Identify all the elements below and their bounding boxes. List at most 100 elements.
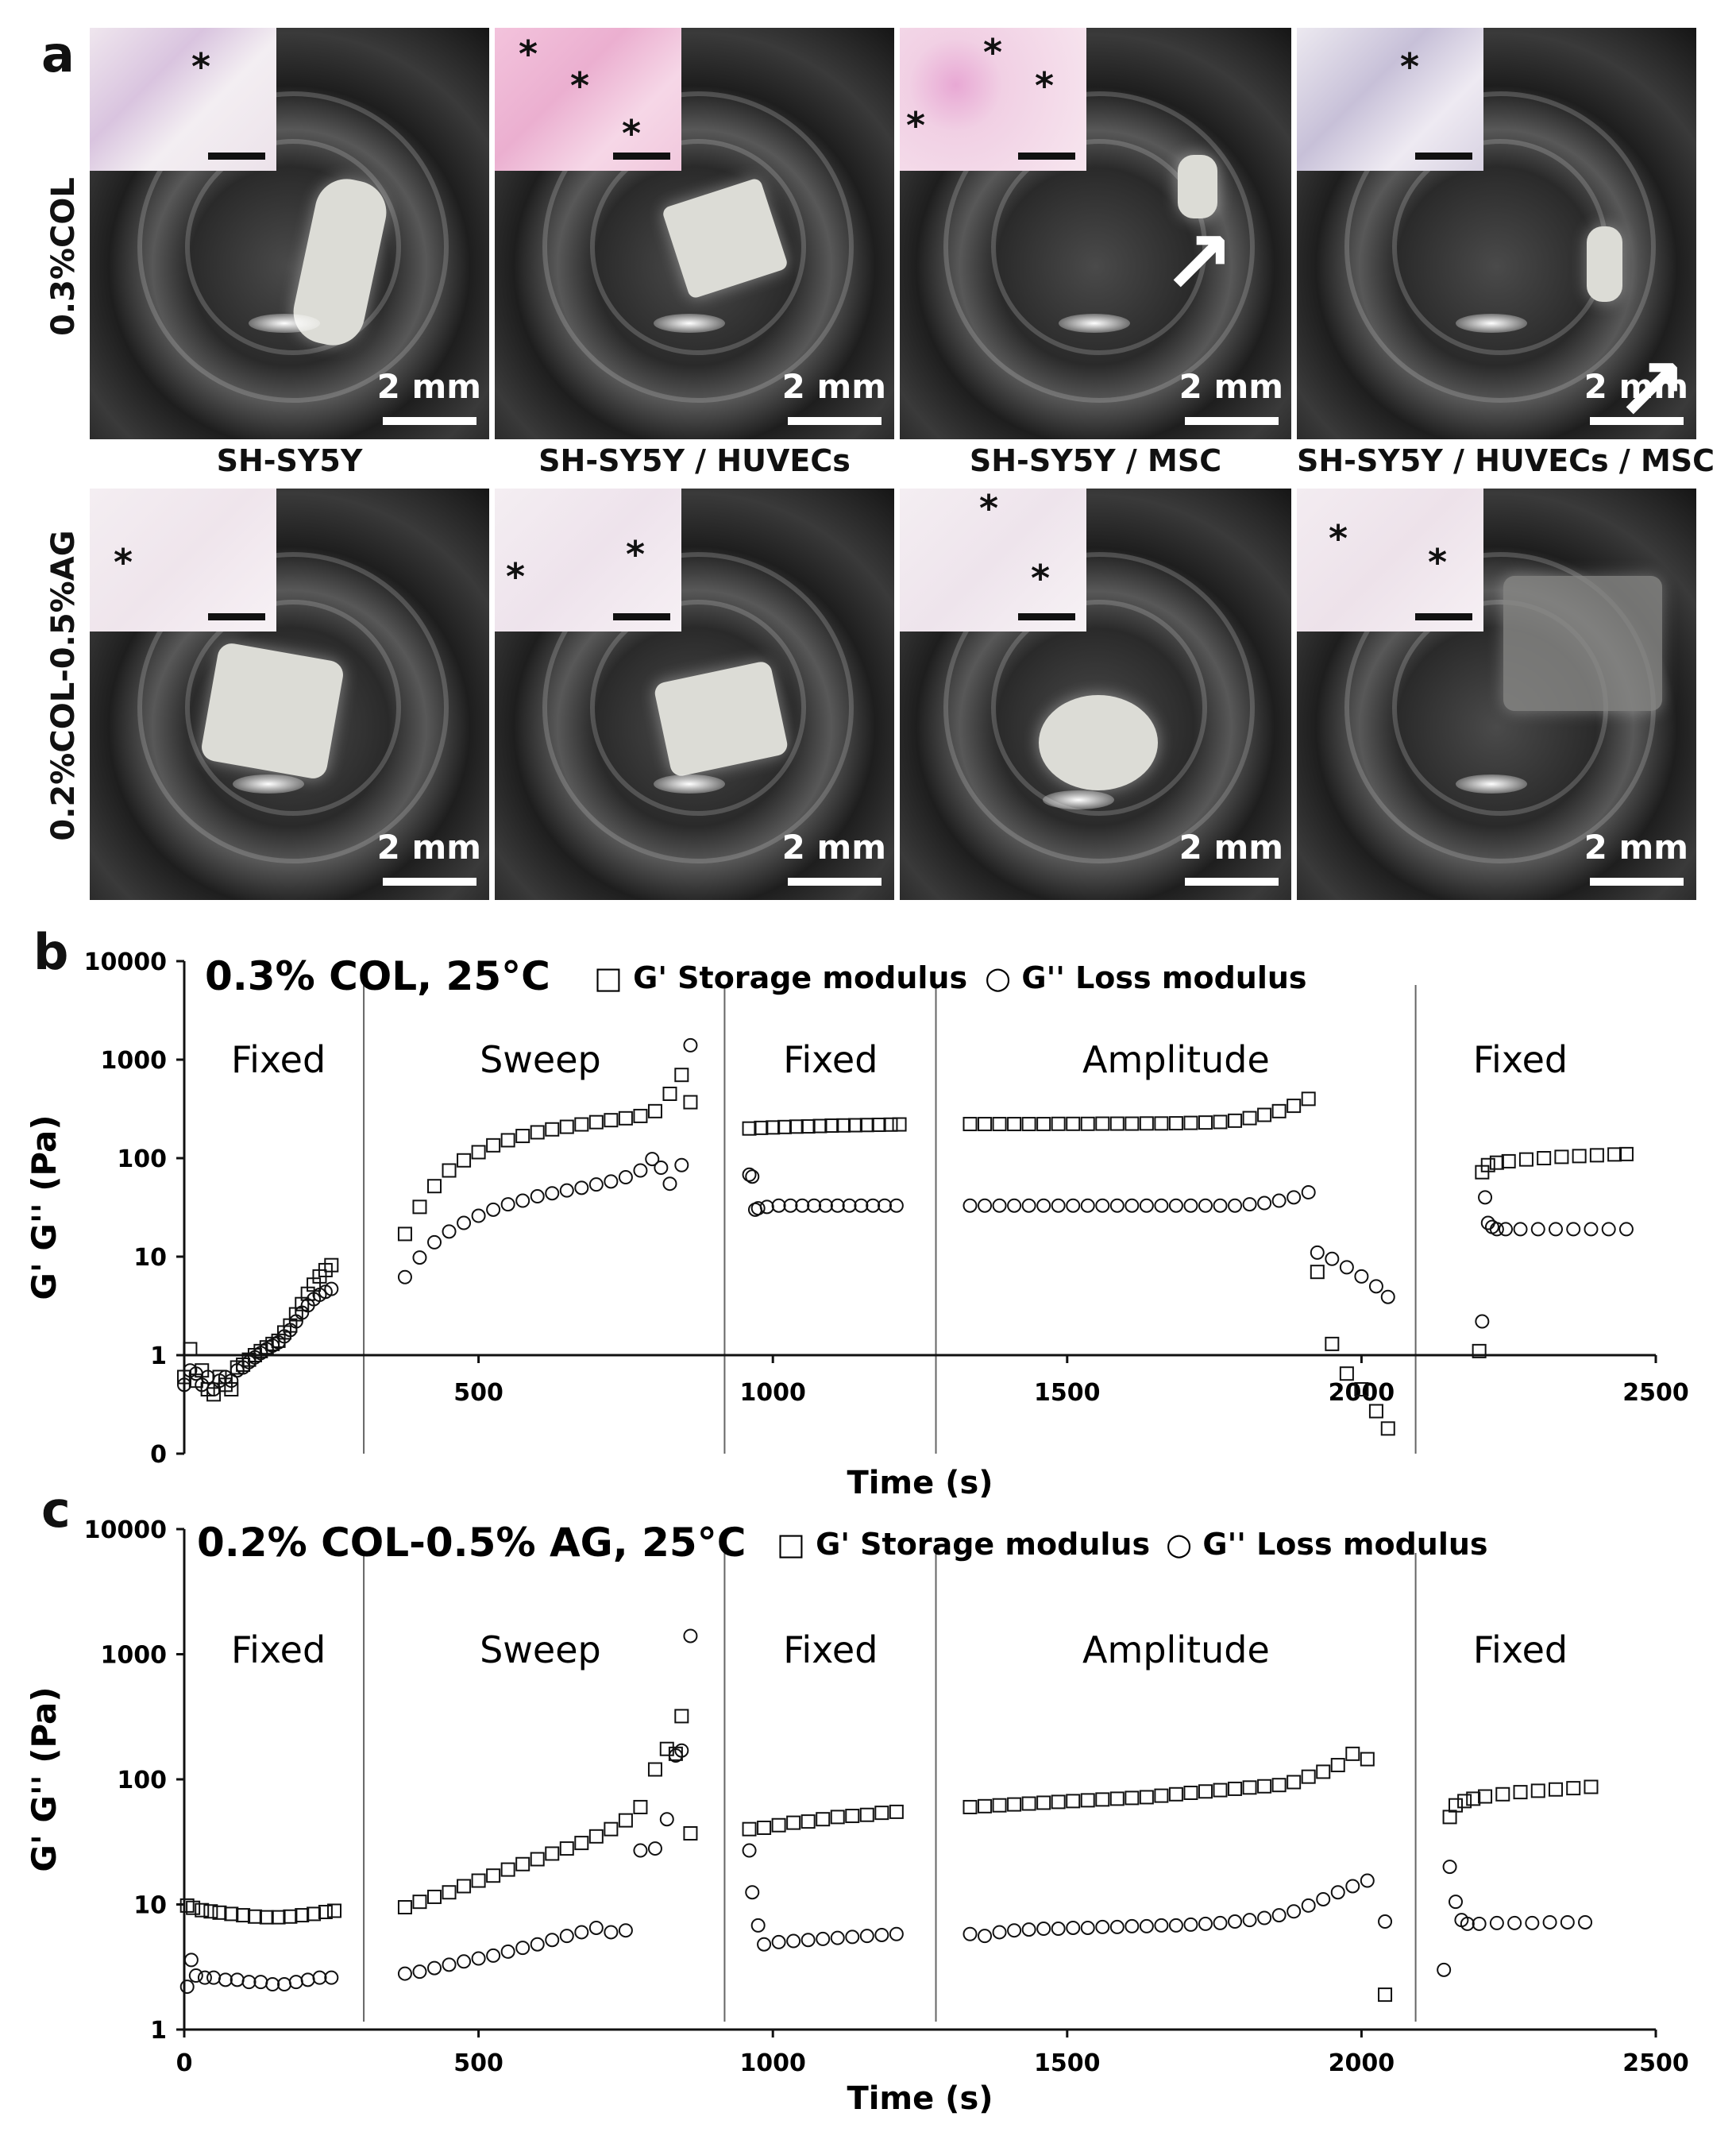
loss-modulus-point [442,1957,457,1972]
loss-modulus-point [1301,1185,1316,1200]
loss-modulus-point [1095,1198,1110,1213]
loss-modulus-point [683,1037,698,1053]
loss-modulus-point [177,1377,191,1392]
storage-modulus-point [224,1382,239,1397]
storage-modulus-point [992,1117,1007,1132]
x-tick-label: 2500 [1622,2049,1689,2077]
storage-modulus-point [604,1113,619,1128]
loss-modulus-point [1578,1914,1593,1929]
storage-modulus-point [247,1909,262,1924]
storage-modulus-point [978,1117,993,1132]
loss-modulus-point [397,1269,412,1284]
storage-modulus-point [530,1852,545,1867]
loss-modulus-point [742,1167,757,1182]
loss-modulus-point [992,1925,1007,1940]
loss-modulus-point [1287,1904,1302,1919]
panel-letter-b: b [33,923,69,981]
loss-modulus-point [1007,1198,1022,1213]
loss-modulus-point [427,1234,442,1250]
loss-modulus-point [750,1918,766,1933]
loss-modulus-point [633,1843,648,1858]
scale-label: 2 mm [1584,367,1688,406]
loss-modulus-point [1472,1916,1487,1931]
loss-modulus-point [324,1281,339,1296]
region-label: Fixed [783,1628,878,1671]
storage-modulus-point [1378,1987,1393,2003]
scale-label: 2 mm [1179,828,1283,867]
loss-modulus-point [486,1948,501,1963]
y-tick-label: 1 [150,1342,167,1370]
loss-modulus-point [457,1215,472,1230]
storage-modulus-point [1168,1786,1183,1802]
storage-modulus-point [800,1814,816,1829]
loss-modulus-point [559,1183,574,1198]
scale-bar [383,417,476,425]
x-tick-label: 0 [176,2049,193,2077]
storage-modulus-point [1080,1116,1095,1131]
x-tick-label: 500 [453,1379,503,1407]
storage-modulus-point [324,1257,339,1273]
storage-modulus-point [486,1868,501,1883]
storage-modulus-point [1501,1153,1516,1168]
x-tick-label: 1000 [739,2049,806,2077]
scale-label: 2 mm [781,367,886,406]
storage-modulus-point [859,1118,874,1133]
region-label: Fixed [231,1038,326,1081]
storage-modulus-point [530,1125,545,1140]
loss-modulus-point [1560,1914,1575,1929]
loss-modulus-point [1066,1920,1081,1935]
storage-modulus-point [1495,1786,1510,1802]
col-label-shsy5y: SH-SY5Y [216,443,363,478]
storage-modulus-point [1466,1791,1481,1806]
storage-modulus-point [1051,1794,1066,1810]
storage-modulus-point [771,1817,786,1833]
loss-modulus-point [530,1189,545,1204]
loss-modulus-point [830,1930,845,1945]
storage-modulus-point [1228,1113,1243,1128]
loss-modulus-point [659,1812,674,1827]
region-label: Fixed [783,1038,878,1081]
storage-modulus-point [1080,1793,1095,1808]
loss-modulus-point [1213,1198,1228,1213]
storage-modulus-point [1271,1103,1287,1118]
loss-modulus-point [1507,1915,1522,1930]
storage-modulus-point [1095,1792,1110,1807]
storage-modulus-point [963,1799,978,1814]
loss-modulus-point [1257,1910,1272,1925]
loss-modulus-point [795,1198,810,1213]
storage-modulus-point [683,1095,698,1110]
loss-modulus-point [816,1931,831,1946]
loss-modulus-point [500,1944,515,1959]
loss-modulus-point [265,1977,280,1992]
scale-bar [788,417,882,425]
region-label: Fixed [1473,1628,1568,1671]
loss-modulus-point [1525,1915,1540,1930]
loss-modulus-point [588,1920,604,1935]
storage-modulus-point [327,1903,342,1918]
loss-modulus-point [515,1193,530,1208]
loss-modulus-point [574,1925,589,1940]
histology-inset: * * * [900,28,1086,171]
loss-modulus-point [1183,1198,1198,1213]
histology-inset: * * [1297,489,1483,632]
storage-modulus-point [1554,1149,1569,1165]
y-tick-label: 0 [150,1441,167,1469]
storage-modulus-point [1513,1785,1528,1800]
storage-modulus-point [1242,1110,1257,1126]
loss-modulus-point [1618,1222,1634,1237]
loss-modulus-point [1339,1260,1354,1275]
storage-modulus-point [845,1809,860,1824]
storage-modulus-point [1036,1117,1051,1132]
storage-modulus-point [836,1118,851,1133]
histology-inset: * * * [495,28,681,171]
storage-modulus-point [1360,1752,1375,1767]
storage-modulus-point [633,1108,648,1123]
storage-modulus-point [647,1762,662,1777]
loss-modulus-point [1109,1198,1125,1213]
storage-modulus-point [545,1846,560,1861]
loss-modulus-point [1080,1920,1095,1935]
y-tick-label: 10 [133,1244,167,1272]
loss-modulus-point [645,1152,660,1167]
storage-modulus-point [1537,1151,1552,1165]
storage-modulus-point [1489,1155,1504,1170]
